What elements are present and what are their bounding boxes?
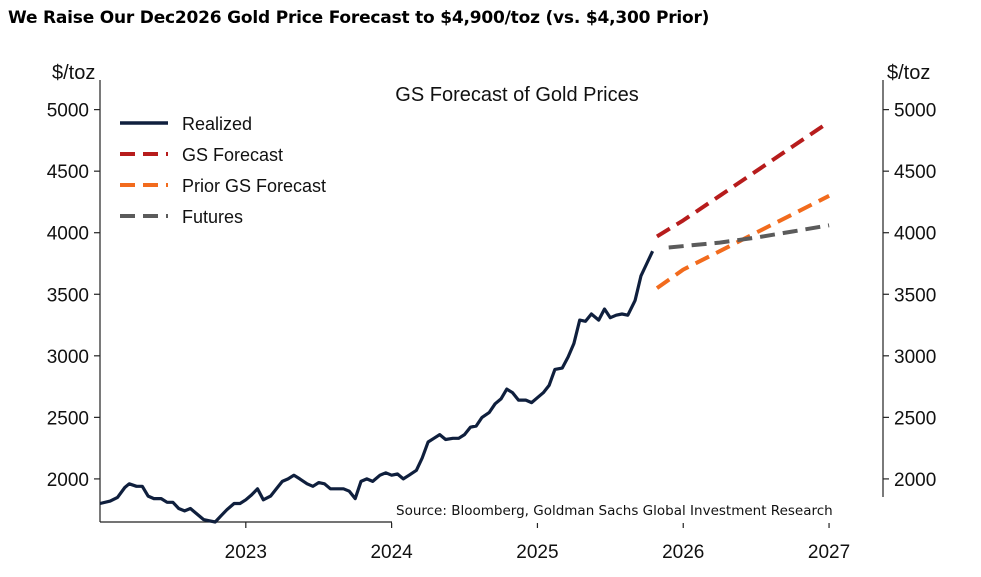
y-tick-label-left: 4500 xyxy=(47,162,89,183)
y-tick-label-left: 5000 xyxy=(47,101,89,122)
y-tick-label-left: 3000 xyxy=(47,347,89,368)
series-prior-gs-forecast xyxy=(655,194,831,290)
axes: 2000 2000 2500 2500 3000 3000 3500 3500 4000 4000… xyxy=(47,80,936,563)
x-tick-label: 2023 xyxy=(225,542,267,563)
legend-label-realized: Realized xyxy=(182,114,252,134)
y-tick-label-left: 4000 xyxy=(47,224,89,245)
legend-label-gs-forecast: GS Forecast xyxy=(182,145,283,165)
y-tick-label-left: 3500 xyxy=(47,285,89,306)
y-tick-label-right: 5000 xyxy=(894,101,936,122)
y-tick-label-right: 4500 xyxy=(894,162,936,183)
x-tick-label: 2024 xyxy=(370,542,413,563)
y-axis-label-right: $/toz xyxy=(887,62,930,84)
y-tick-label-right: 4000 xyxy=(894,224,936,245)
y-tick-label-right: 2500 xyxy=(894,408,936,429)
x-tick-label: 2026 xyxy=(662,542,704,563)
series-realized xyxy=(99,250,655,524)
y-tick-label-left: 2500 xyxy=(47,408,89,429)
y-tick-label-right: 3500 xyxy=(894,285,936,306)
source-note: Source: Bloomberg, Goldman Sachs Global … xyxy=(396,503,833,519)
source-background xyxy=(392,497,894,523)
chart-title: GS Forecast of Gold Prices xyxy=(395,84,638,106)
y-tick-label-right: 2000 xyxy=(894,470,936,491)
series-gs-forecast xyxy=(655,120,831,239)
x-tick-label: 2025 xyxy=(516,542,558,563)
x-tick-label: 2027 xyxy=(808,542,850,563)
y-tick-label-right: 3000 xyxy=(894,347,936,368)
headline: We Raise Our Dec2026 Gold Price Forecast… xyxy=(8,8,710,28)
legend-label-futures: Futures xyxy=(182,207,243,227)
plot-lines xyxy=(99,120,831,524)
series-futures xyxy=(668,223,830,250)
y-axis-label-left: $/toz xyxy=(52,62,95,84)
legend-label-prior-gs-forecast: Prior GS Forecast xyxy=(182,176,326,196)
legend: Realized GS Forecast Prior GS Forecast Futu… xyxy=(120,114,326,227)
y-tick-label-left: 2000 xyxy=(47,470,89,491)
